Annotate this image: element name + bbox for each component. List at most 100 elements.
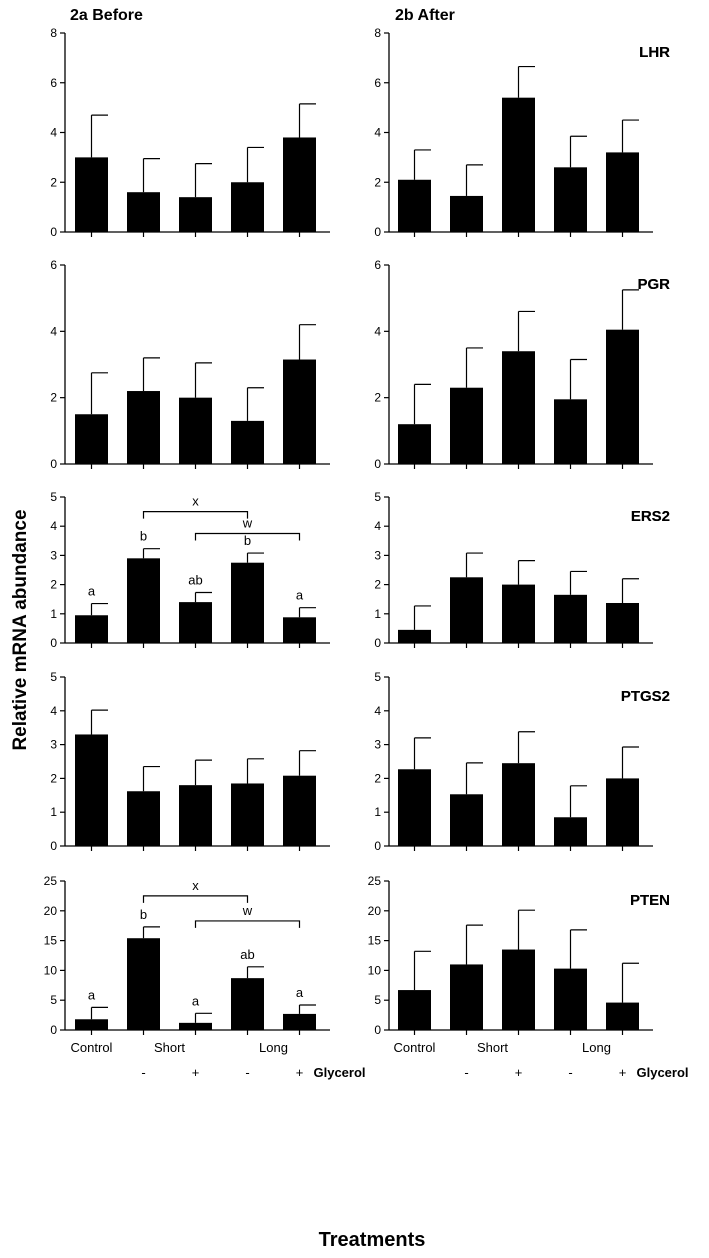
comparison-bracket xyxy=(142,895,249,903)
gene-label-ptgs2: PTGS2 xyxy=(621,688,670,705)
significance-letter: b xyxy=(140,529,147,544)
y-tick-label: 4 xyxy=(50,519,57,533)
bar xyxy=(179,1022,212,1030)
bar xyxy=(450,794,483,846)
panel-lhr-after: 0 2 4 6 8 LHR xyxy=(374,26,670,239)
significance-letter: a xyxy=(88,987,96,1002)
y-tick-label: 6 xyxy=(374,258,381,272)
bracket-label: w xyxy=(242,903,253,918)
bar xyxy=(554,817,587,846)
bar xyxy=(75,734,108,846)
comparison-bracket xyxy=(142,511,249,519)
y-tick-label: 5 xyxy=(374,670,381,684)
y-tick-label: 10 xyxy=(44,963,58,977)
column-title-after: 2b After xyxy=(395,7,455,24)
panel-ptgs2-after: 0 1 2 3 4 5 PTGS2 xyxy=(374,670,670,853)
bar xyxy=(75,615,108,643)
y-tick-label: 5 xyxy=(50,670,57,684)
bar xyxy=(127,391,160,464)
y-tick-label: 0 xyxy=(50,225,57,239)
y-tick-label: 2 xyxy=(50,771,57,785)
bar xyxy=(398,990,431,1030)
category-label-long: Long xyxy=(582,1040,611,1055)
bar xyxy=(231,978,264,1030)
gene-label-ptgs2: PTGS2 xyxy=(621,688,670,705)
bar xyxy=(502,97,535,232)
bar xyxy=(398,179,431,232)
y-tick-label: 4 xyxy=(50,704,57,718)
y-tick-label: 4 xyxy=(50,126,57,140)
gene-label-pgr: PGR xyxy=(637,276,670,293)
y-tick-label: 25 xyxy=(368,874,382,888)
glycerol-sign: - xyxy=(245,1065,249,1080)
panels: 02468LHR02468LHR0246PGR0246PGR012345ERS2… xyxy=(44,26,671,1037)
bar xyxy=(127,791,160,846)
bar xyxy=(127,938,160,1030)
y-tick-label: 1 xyxy=(50,607,57,621)
glycerol-sign: + xyxy=(619,1065,627,1080)
bar xyxy=(179,397,212,464)
bar xyxy=(231,562,264,643)
bar xyxy=(283,775,316,846)
y-tick-label: 15 xyxy=(368,934,382,948)
bar xyxy=(283,1013,316,1030)
panel-lhr-before: 0 2 4 6 8 LHR xyxy=(50,26,670,239)
category-label-long: Long xyxy=(259,1040,288,1055)
bar xyxy=(231,182,264,232)
y-tick-label: 4 xyxy=(50,324,57,338)
y-tick-label: 4 xyxy=(374,126,381,140)
bar xyxy=(606,1002,639,1030)
y-tick-label: 2 xyxy=(50,175,57,189)
y-tick-label: 2 xyxy=(50,391,57,405)
x-axis-label: Treatments xyxy=(319,1229,426,1251)
panel-pten-after: 0 5 10 15 20 25 PTEN xyxy=(368,874,670,1037)
y-tick-label: 1 xyxy=(50,805,57,819)
y-tick-label: 5 xyxy=(374,490,381,504)
y-tick-label: 10 xyxy=(368,963,382,977)
y-tick-label: 15 xyxy=(44,934,58,948)
bar xyxy=(127,192,160,232)
column-title-before: 2a Before xyxy=(70,7,143,24)
gene-label-lhr: LHR xyxy=(639,44,670,61)
bar xyxy=(554,968,587,1030)
y-axis-label: Relative mRNA abundance xyxy=(10,509,31,750)
y-tick-label: 6 xyxy=(50,76,57,90)
y-tick-label: 5 xyxy=(50,993,57,1007)
gene-label-pgr: PGR xyxy=(637,276,670,293)
y-tick-label: 3 xyxy=(50,738,57,752)
bar xyxy=(179,602,212,643)
bar xyxy=(127,558,160,643)
gene-label-ers2: ERS2 xyxy=(631,508,670,525)
bar xyxy=(75,414,108,464)
significance-letter: b xyxy=(244,533,251,548)
y-tick-label: 4 xyxy=(374,324,381,338)
y-tick-label: 1 xyxy=(374,805,381,819)
y-tick-label: 0 xyxy=(374,1023,381,1037)
bar xyxy=(554,167,587,232)
y-tick-label: 4 xyxy=(374,704,381,718)
significance-letter: a xyxy=(192,993,200,1008)
comparison-bracket xyxy=(194,532,301,541)
y-tick-label: 0 xyxy=(374,839,381,853)
bar xyxy=(554,594,587,643)
bar xyxy=(502,949,535,1030)
category-label-short: Short xyxy=(154,1040,185,1055)
y-tick-label: 0 xyxy=(50,1023,57,1037)
y-tick-label: 5 xyxy=(50,490,57,504)
glycerol-sign: + xyxy=(515,1065,523,1080)
bar xyxy=(231,420,264,464)
bar xyxy=(75,1019,108,1030)
y-tick-label: 5 xyxy=(374,993,381,1007)
bar xyxy=(231,783,264,846)
bar xyxy=(398,424,431,464)
bar xyxy=(502,763,535,846)
bar xyxy=(450,387,483,464)
y-tick-label: 6 xyxy=(374,76,381,90)
bar xyxy=(606,329,639,464)
y-tick-label: 2 xyxy=(374,391,381,405)
gene-label-ers2: ERS2 xyxy=(631,508,670,525)
significance-letter: ab xyxy=(240,947,254,962)
